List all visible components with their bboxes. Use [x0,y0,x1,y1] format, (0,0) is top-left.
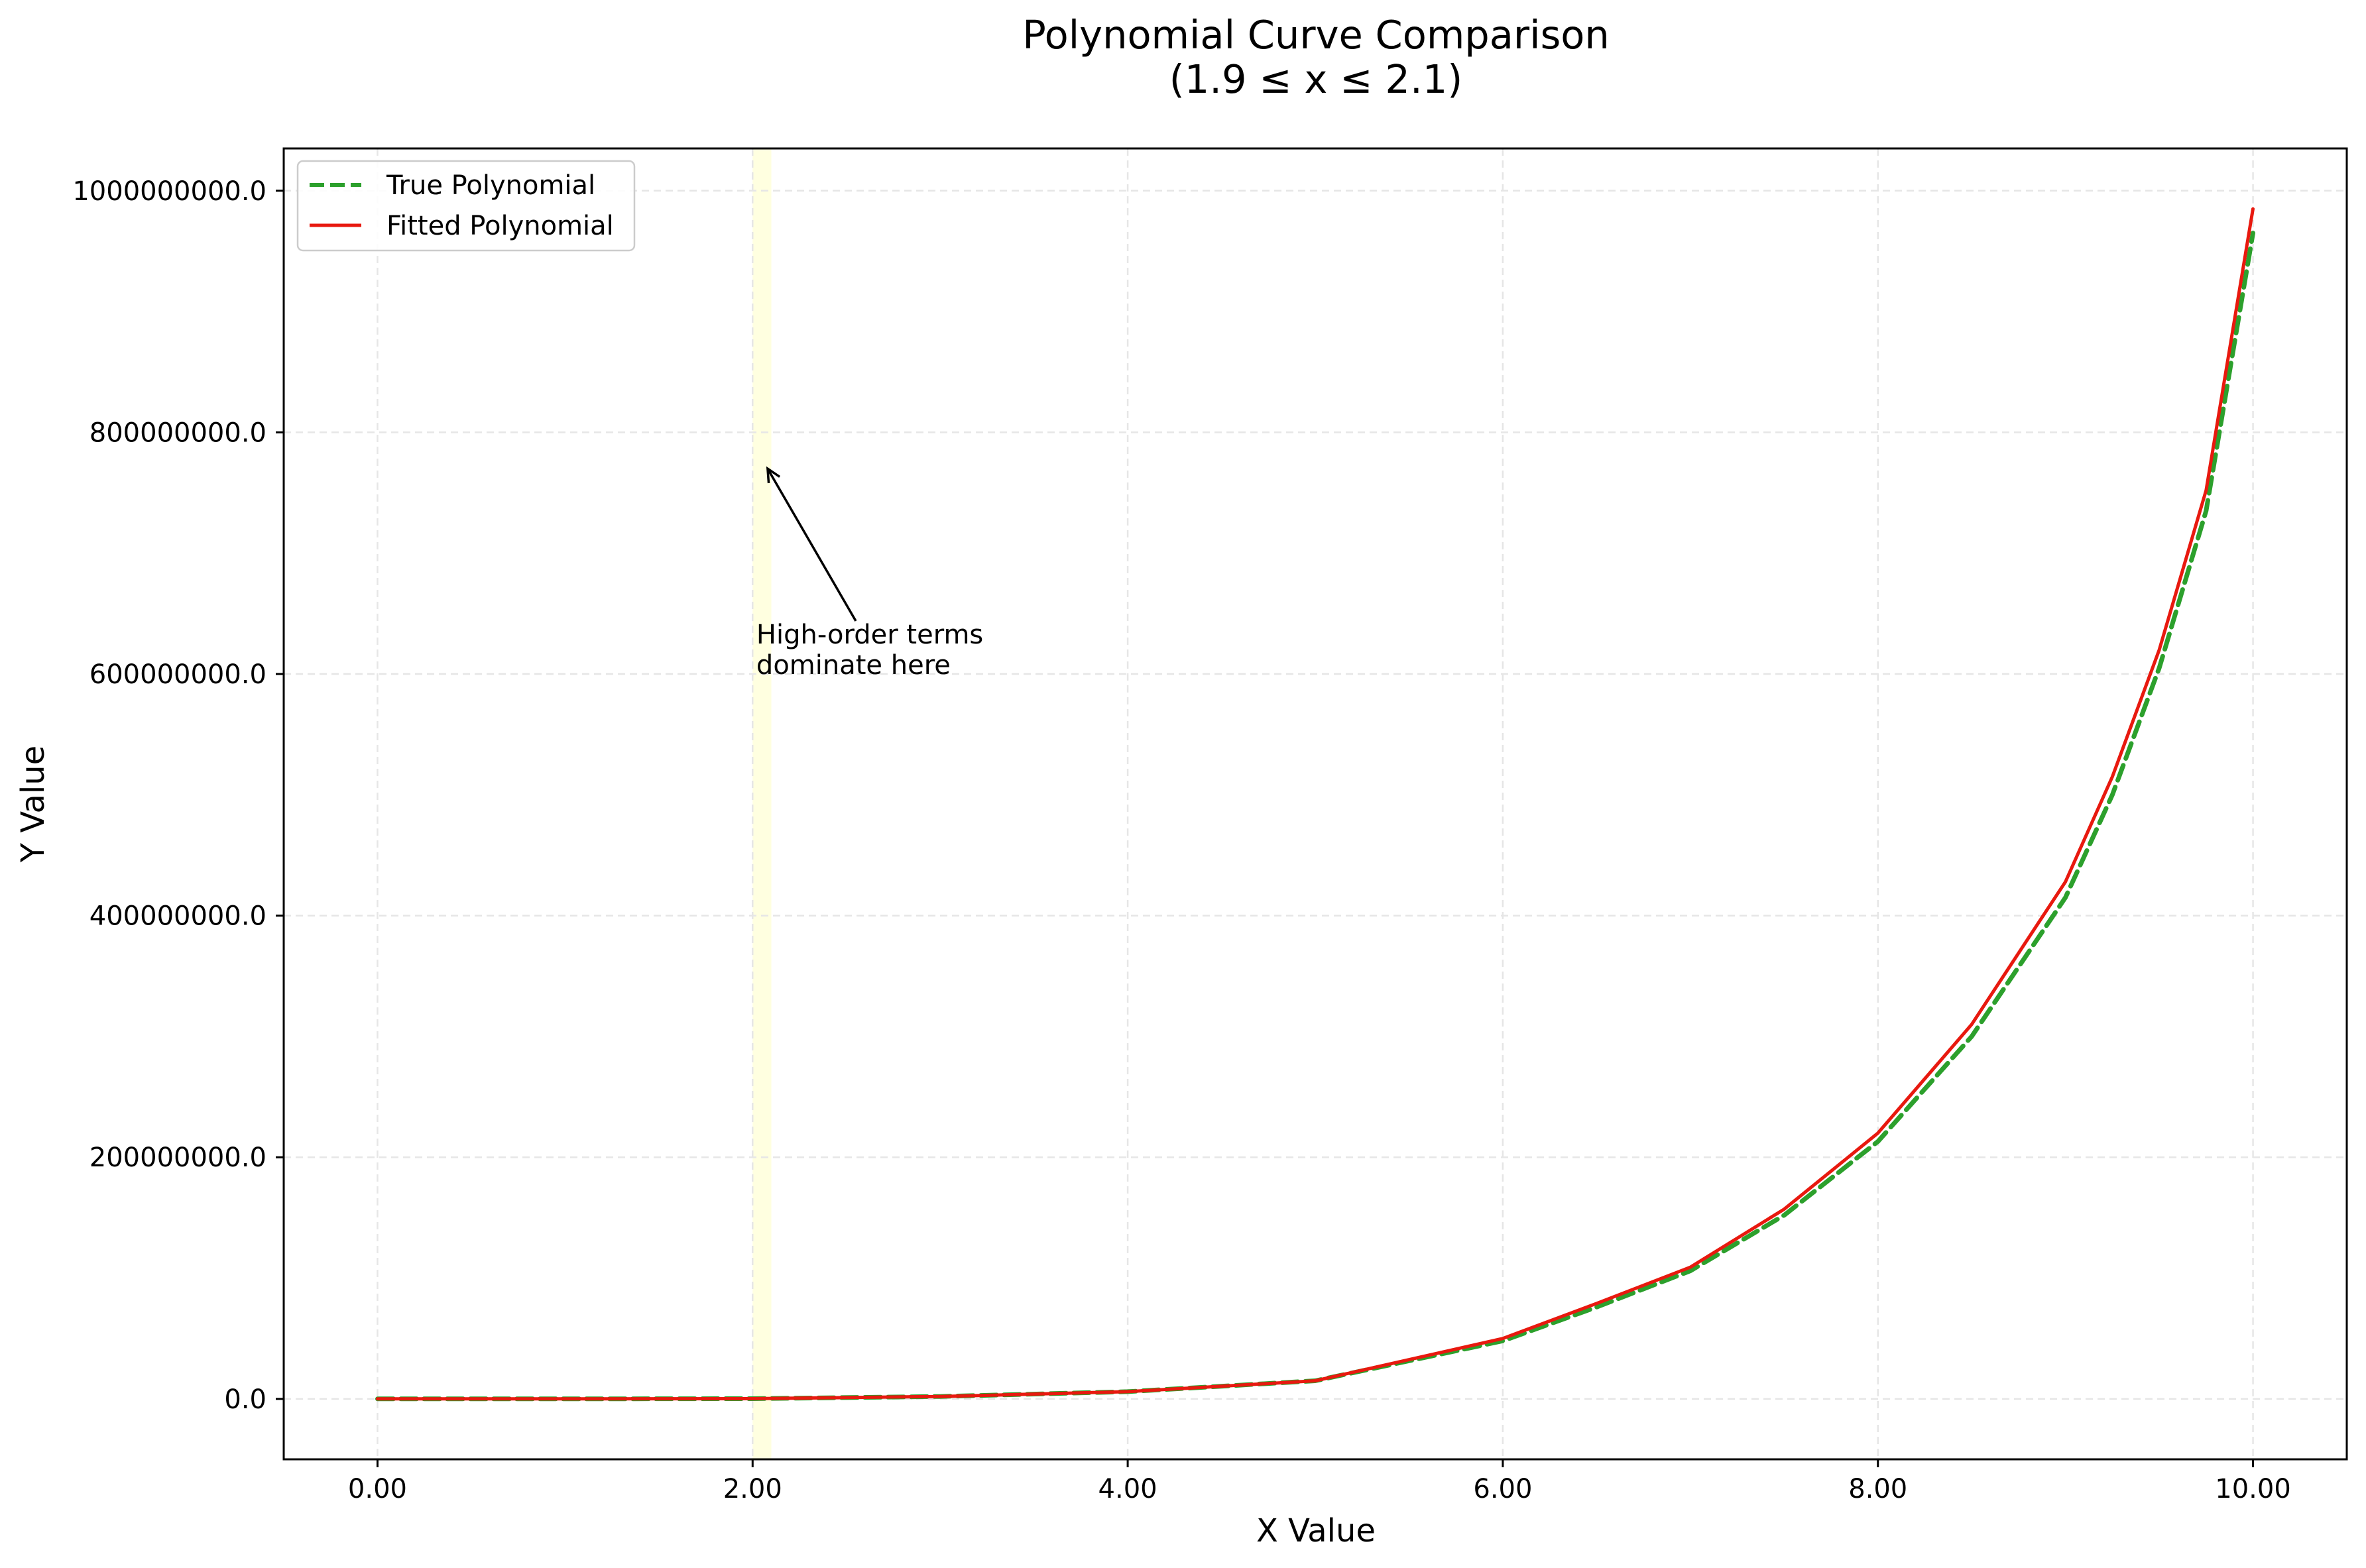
series-line-fitted [376,207,2255,1401]
x-tick-label: 8.00 [1848,1474,1907,1504]
grid [284,148,2347,1459]
y-axis-label: Y Value [15,746,52,863]
y-tick-label: 0.0 [224,1384,266,1415]
legend: True Polynomial Fitted Polynomial [296,160,636,252]
y-axis-ticks: 0.0 200000000.0 400000000.0 600000000.0 8000… [72,176,284,1415]
x-tick-label: 2.00 [723,1474,782,1504]
x-tick-label: 6.00 [1473,1474,1532,1504]
x-tick-label: 10.00 [2215,1474,2291,1504]
series-lines [375,207,2255,1402]
x-axis-label: X Value [1256,1512,1376,1549]
annotation-arrowhead [766,466,781,484]
annotation-arrow [766,468,857,622]
x-tick-label: 0.00 [348,1474,407,1504]
annotation: High-order terms dominate here [756,466,983,681]
chart-title: Polynomial Curve Comparison [1022,12,1610,58]
y-tick-label: 200000000.0 [89,1143,266,1173]
legend-label-true: True Polynomial [386,170,595,201]
annotation-line-2: dominate here [756,650,951,681]
y-tick-label: 600000000.0 [89,659,266,690]
plot-frame [282,147,2348,1461]
chart-subtitle: (1.9 ≤ x ≤ 2.1) [1169,56,1463,102]
y-tick-label: 800000000.0 [89,418,266,448]
highlight-region [752,148,772,1459]
y-tick-label: 400000000.0 [89,901,266,932]
x-axis-ticks: 0.00 2.00 4.00 6.00 8.00 10.00 [348,1459,2291,1504]
annotation-line-1: High-order terms [756,620,983,650]
x-tick-label: 4.00 [1098,1474,1157,1504]
legend-box [296,160,636,252]
legend-label-fitted: Fitted Polynomial [386,211,614,241]
y-tick-label: 1000000000.0 [72,176,266,207]
